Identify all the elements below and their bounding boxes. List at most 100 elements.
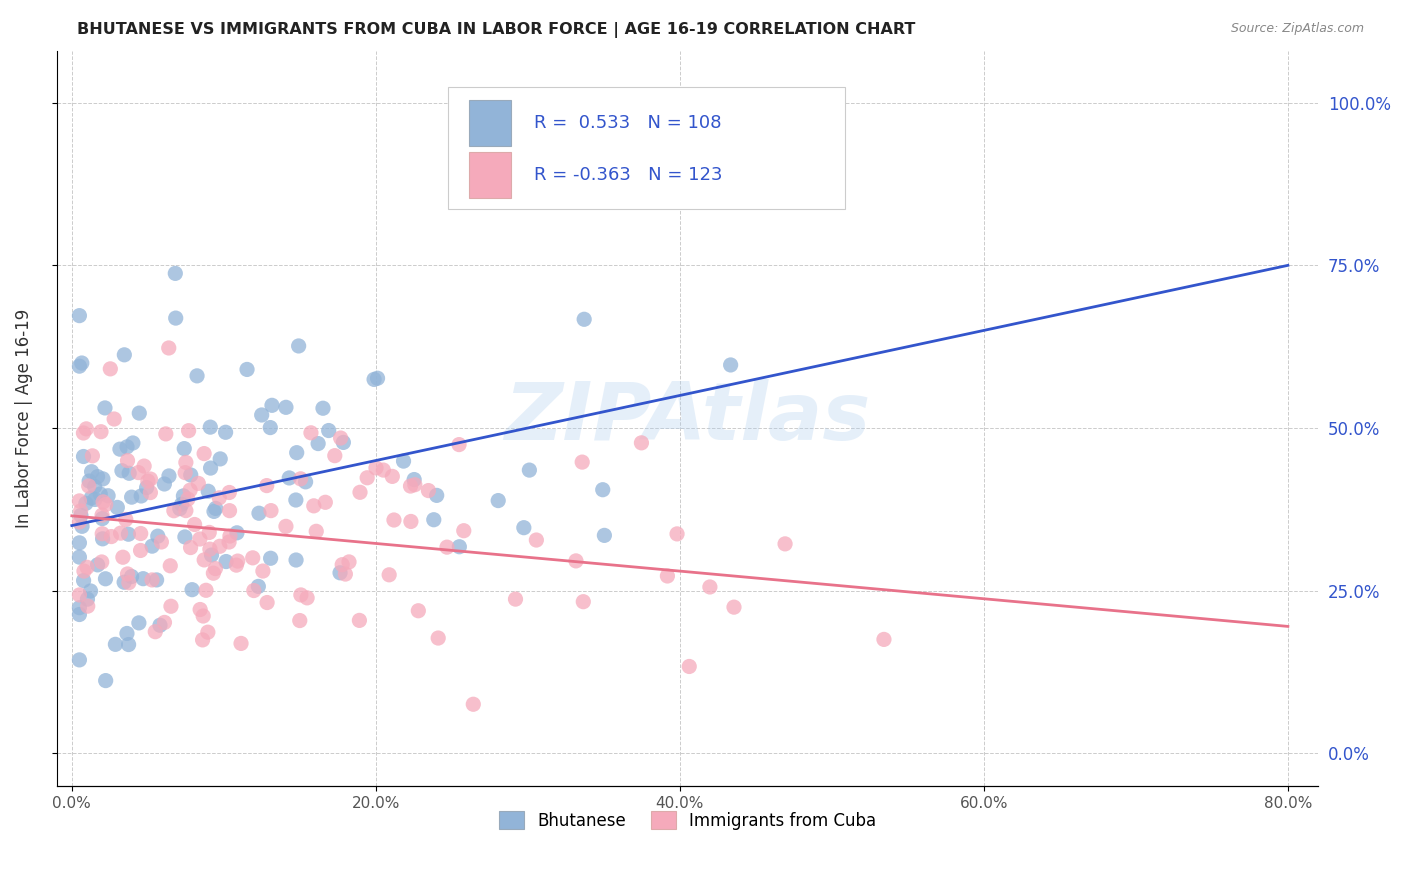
Point: [77, 479, 100, 493]
Point: [67, 550, 90, 565]
Point: [519, 463, 541, 477]
Point: [67, 309, 90, 323]
Point: [188, 602, 211, 616]
Point: [330, 558, 353, 572]
Point: [305, 524, 328, 539]
Point: [98, 362, 121, 376]
FancyBboxPatch shape: [470, 153, 510, 198]
Point: [76, 599, 98, 614]
Point: [104, 637, 127, 651]
Point: [218, 485, 240, 500]
Point: [630, 435, 652, 450]
Point: [153, 615, 176, 630]
Point: [86, 558, 108, 572]
Text: BHUTANESE VS IMMIGRANTS FROM CUBA IN LABOR FORCE | AGE 16-19 CORRELATION CHART: BHUTANESE VS IMMIGRANTS FROM CUBA IN LAB…: [77, 22, 915, 38]
Point: [90, 425, 112, 439]
Point: [243, 583, 266, 598]
Point: [193, 609, 215, 624]
Point: [110, 526, 132, 541]
Point: [592, 483, 614, 497]
Point: [278, 471, 301, 485]
Point: [94, 572, 117, 586]
Point: [91, 532, 114, 546]
Point: [209, 451, 232, 466]
Point: [373, 463, 395, 477]
Point: [572, 595, 595, 609]
FancyBboxPatch shape: [470, 100, 510, 145]
Point: [323, 449, 346, 463]
Point: [112, 348, 135, 362]
Point: [90, 555, 112, 569]
Point: [274, 519, 297, 533]
Point: [436, 540, 458, 554]
Point: [153, 477, 176, 491]
Point: [67, 600, 90, 615]
Point: [427, 631, 450, 645]
Point: [565, 554, 588, 568]
Point: [170, 497, 193, 511]
Point: [91, 511, 114, 525]
Point: [295, 591, 318, 605]
Point: [193, 553, 215, 567]
Point: [299, 425, 322, 440]
Point: [363, 372, 385, 386]
Point: [174, 455, 197, 469]
Point: [77, 474, 100, 488]
Point: [274, 401, 297, 415]
Point: [208, 491, 231, 505]
Point: [399, 515, 422, 529]
Point: [79, 584, 101, 599]
Point: [284, 493, 307, 508]
Point: [117, 527, 139, 541]
Point: [159, 558, 181, 573]
Point: [91, 472, 114, 486]
Point: [204, 501, 226, 516]
Point: [75, 422, 97, 436]
Point: [105, 500, 128, 515]
Point: [260, 503, 283, 517]
Point: [136, 474, 159, 488]
Point: [186, 368, 208, 383]
Point: [404, 477, 426, 491]
Point: [132, 572, 155, 586]
Point: [169, 501, 191, 516]
Point: [76, 560, 98, 574]
Point: [157, 341, 180, 355]
Point: [129, 543, 152, 558]
Point: [100, 530, 122, 544]
Point: [449, 540, 471, 554]
Point: [179, 483, 201, 497]
Point: [76, 592, 98, 607]
Point: [177, 424, 200, 438]
Point: [69, 504, 91, 518]
Point: [72, 450, 94, 464]
Point: [666, 527, 689, 541]
Point: [112, 575, 135, 590]
Point: [146, 529, 169, 543]
Point: [197, 484, 219, 499]
Point: [82, 449, 104, 463]
Point: [115, 626, 138, 640]
Point: [67, 359, 90, 373]
Point: [260, 398, 283, 412]
Point: [145, 573, 167, 587]
Point: [314, 495, 336, 509]
Point: [329, 566, 352, 580]
Point: [173, 442, 195, 456]
Point: [114, 512, 136, 526]
Point: [657, 569, 679, 583]
Point: [312, 401, 335, 416]
Point: [200, 420, 222, 434]
Point: [329, 431, 352, 445]
Point: [139, 472, 162, 486]
Point: [318, 424, 340, 438]
Point: [378, 567, 401, 582]
Y-axis label: In Labor Force | Age 16-19: In Labor Force | Age 16-19: [15, 309, 32, 528]
Text: R =  0.533   N = 108: R = 0.533 N = 108: [533, 113, 721, 132]
Point: [404, 473, 426, 487]
Point: [463, 698, 485, 712]
Point: [453, 524, 475, 538]
Point: [127, 466, 149, 480]
Point: [200, 461, 222, 475]
Legend: Bhutanese, Immigrants from Cuba: Bhutanese, Immigrants from Cuba: [492, 805, 883, 837]
